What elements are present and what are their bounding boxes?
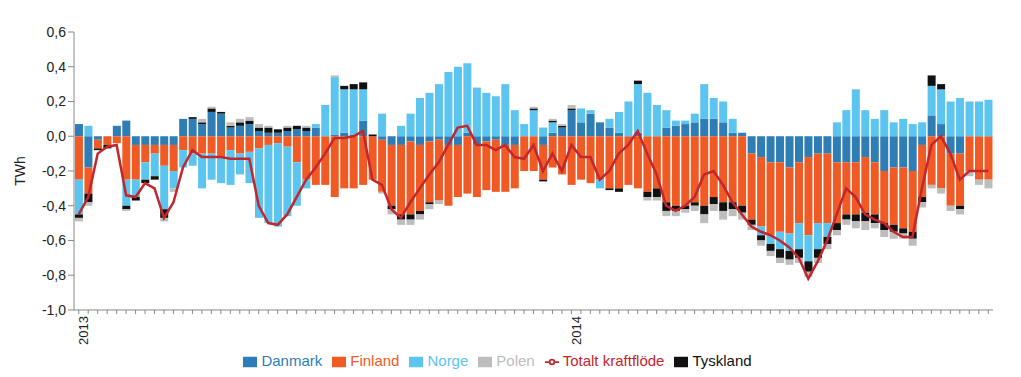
svg-text:-0,8: -0,8 [42,267,66,283]
html-text:Danmark: Danmark [261,352,323,369]
html-text:Totalt kraftflöde: Totalt kraftflöde [562,352,665,369]
html-text:Finland: Finland [350,352,400,369]
svg-text:0,0: 0,0 [47,128,67,144]
svg-text:2013: 2013 [76,316,91,345]
svg-text:-0,2: -0,2 [42,163,66,179]
svg-text:0,6: 0,6 [47,24,67,40]
svg-text:0,4: 0,4 [47,59,67,75]
svg-text:TWh: TWh [12,156,28,186]
svg-text:-1,0: -1,0 [42,302,66,318]
html-text:Tyskland: Tyskland [692,352,752,369]
html-text:Polen: Polen [496,352,535,369]
svg-text:-0,6: -0,6 [42,232,66,248]
svg-text:2014: 2014 [569,316,584,345]
svg-text:-0,4: -0,4 [42,198,66,214]
html-text:Norge: Norge [427,352,469,369]
svg-text:0,2: 0,2 [47,93,67,109]
